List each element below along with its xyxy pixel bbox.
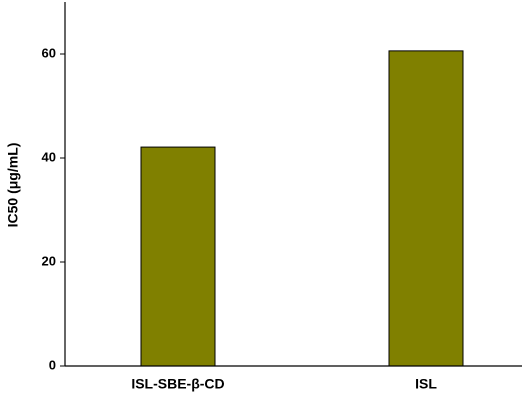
- y-tick-label: 0: [49, 357, 56, 372]
- bar: [140, 146, 216, 367]
- x-tick-label: ISL: [415, 376, 437, 392]
- y-tick-label: 60: [42, 45, 56, 60]
- y-axis-label: IC50 (μg/mL): [5, 143, 21, 228]
- y-tick-label: 40: [42, 149, 56, 164]
- y-tick-label: 20: [42, 253, 56, 268]
- bar: [388, 50, 464, 367]
- x-tick-label: ISL-SBE-β-CD: [131, 376, 224, 392]
